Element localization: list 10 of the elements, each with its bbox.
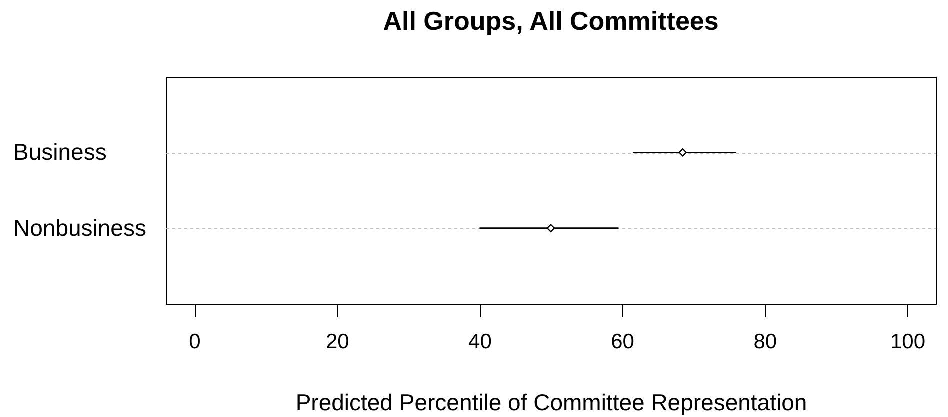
y-tick-label: Nonbusiness [14,214,146,241]
x-tick-label: 100 [890,330,926,354]
chart-title: All Groups, All Committees [383,6,719,36]
x-tick-label: 40 [468,330,492,354]
x-axis-title: Predicted Percentile of Committee Representation [296,390,808,416]
x-tick-label: 60 [611,330,634,354]
y-tick-label: Business [14,139,107,166]
x-tick-label: 20 [326,330,350,354]
x-tick-label: 0 [189,330,201,354]
x-tick-label: 80 [754,330,778,354]
